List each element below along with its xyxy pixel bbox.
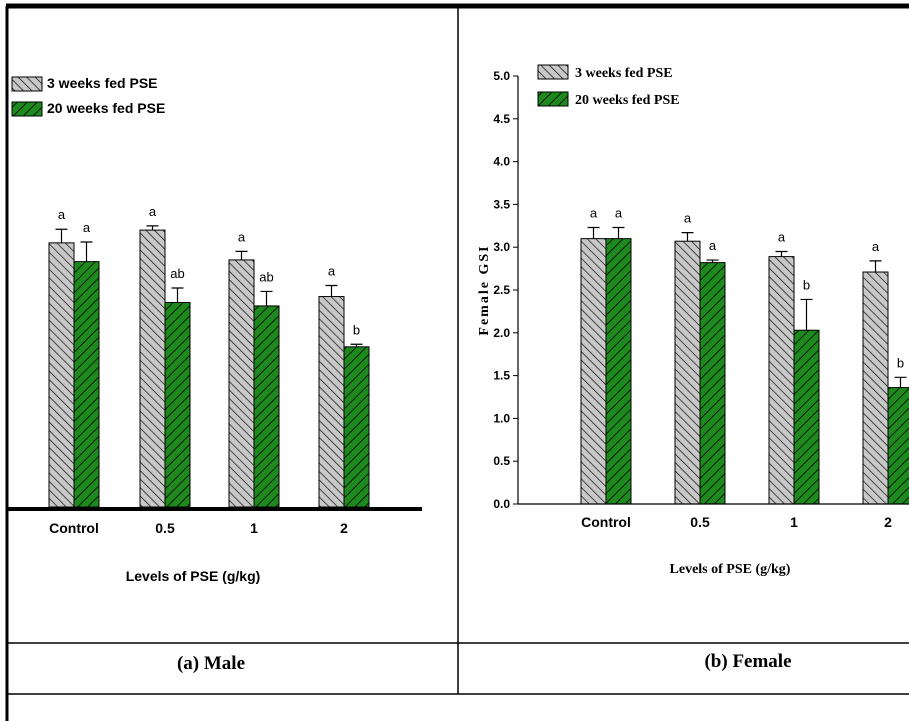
significance-letter: a (238, 229, 246, 244)
significance-letter: a (709, 238, 717, 253)
bar-20-weeks-2 (793, 329, 820, 505)
y-tick-label: 4.0 (493, 155, 510, 169)
x-tick-label: 1 (250, 520, 258, 536)
bar-3-weeks-2 (768, 256, 795, 505)
significance-letter: a (590, 206, 598, 221)
x-tick-label: 0.5 (155, 520, 175, 536)
significance-letter: a (83, 220, 91, 235)
bar-20-weeks-1 (164, 302, 191, 508)
bar-20-weeks-3 (887, 387, 909, 505)
y-tick-label: 2.0 (493, 326, 510, 340)
x-tick-label: 2 (884, 514, 892, 530)
male-panel: 3 weeks fed PSE 20 weeks fed PSE aaaabaa… (7, 75, 422, 674)
significance-letter: b (803, 277, 810, 292)
significance-letter: a (149, 204, 157, 219)
error-bar (775, 250, 788, 257)
significance-letter: a (615, 206, 623, 221)
legend-swatch-20-weeks (11, 101, 43, 117)
female-x-tick-labels: Control 0.5 1 2 (581, 514, 892, 530)
male-x-axis-label: Levels of PSE (g/kg) (126, 568, 261, 584)
error-bar (171, 287, 184, 303)
x-tick-label: 0.5 (690, 514, 710, 530)
bar-3-weeks-3 (318, 296, 345, 508)
significance-letter: b (353, 322, 360, 337)
bar-20-weeks-0 (605, 238, 632, 505)
x-tick-label: 1 (790, 514, 798, 530)
bar-20-weeks-1 (699, 262, 726, 505)
bar-3-weeks-3 (862, 271, 889, 505)
bar-20-weeks-3 (343, 346, 370, 508)
error-bar (235, 250, 248, 260)
error-bar (325, 284, 338, 297)
legend-label-20-weeks: 20 weeks fed PSE (575, 93, 680, 108)
female-panel: 3 weeks fed PSE 20 weeks fed PSE 0.0 0.5 1… (477, 64, 909, 672)
x-tick-label: Control (49, 520, 99, 536)
legend-label-3-weeks: 3 weeks fed PSE (575, 66, 673, 81)
male-caption: (a) Male (177, 653, 245, 674)
bar-20-weeks-0 (73, 261, 100, 508)
female-bars: a a a a a b a b (580, 206, 909, 505)
female-legend: 3 weeks fed PSE 20 weeks fed PSE (537, 64, 680, 108)
y-tick-label: 1.0 (493, 411, 510, 425)
bar-3-weeks-1 (674, 240, 701, 505)
y-tick-label: 5.0 (493, 69, 510, 83)
legend-swatch-20-weeks (537, 91, 569, 107)
male-legend: 3 weeks fed PSE 20 weeks fed PSE (11, 75, 165, 117)
legend-label-3-weeks: 3 weeks fed PSE (47, 75, 158, 91)
bar-3-weeks-0 (48, 242, 75, 508)
error-bar (869, 260, 882, 273)
error-bar (894, 376, 907, 388)
error-bar (612, 226, 625, 239)
legend-swatch-3-weeks (11, 76, 43, 92)
female-caption: (b) Female (704, 651, 791, 672)
error-bar (80, 241, 93, 262)
error-bar (146, 225, 159, 231)
legend-swatch-3-weeks (537, 64, 569, 80)
x-tick-label: Control (581, 514, 631, 530)
legend-label-20-weeks: 20 weeks fed PSE (47, 100, 165, 116)
error-bar (350, 343, 363, 347)
error-bar (681, 232, 694, 242)
bar-20-weeks-2 (253, 305, 280, 508)
significance-letter: ab (170, 266, 184, 281)
significance-letter: a (778, 229, 786, 244)
y-tick-label: 3.5 (493, 197, 510, 211)
significance-letter: b (897, 355, 904, 370)
bar-3-weeks-0 (580, 238, 607, 505)
significance-letter: a (684, 211, 692, 226)
bar-3-weeks-2 (228, 259, 255, 508)
y-tick-label: 0.0 (493, 497, 510, 511)
significance-letter: a (328, 263, 336, 278)
x-tick-label: 2 (340, 520, 348, 536)
error-bar (587, 226, 600, 239)
figure-frame (5, 3, 909, 721)
female-y-axis-label: Female GSI (477, 244, 492, 335)
error-bar (55, 228, 68, 243)
error-bar (800, 298, 813, 331)
y-tick-label: 2.5 (493, 283, 510, 297)
y-tick-label: 1.5 (493, 369, 510, 383)
significance-letter: ab (259, 269, 273, 284)
error-bar (260, 290, 273, 306)
bar-3-weeks-1 (139, 229, 166, 508)
y-tick-label: 3.0 (493, 240, 510, 254)
significance-letter: a (872, 239, 880, 254)
error-bar (706, 259, 719, 263)
y-tick-label: 4.5 (493, 112, 510, 126)
significance-letter: a (58, 207, 66, 222)
female-x-axis-label: Levels of PSE (g/kg) (670, 562, 791, 577)
male-x-tick-labels: Control 0.5 1 2 (49, 520, 348, 536)
female-y-axis: 0.0 0.5 1.0 1.5 2.0 2.5 3.0 3.5 4.0 4.5 5.0 (493, 69, 519, 511)
y-tick-label: 0.5 (493, 454, 510, 468)
